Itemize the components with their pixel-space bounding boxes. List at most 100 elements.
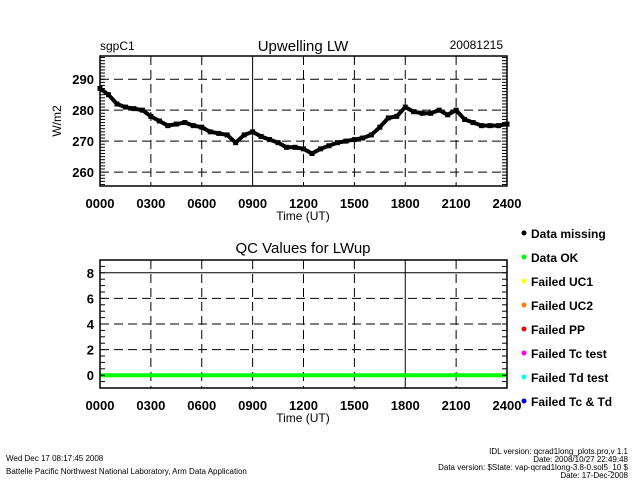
- data-point: [139, 107, 145, 113]
- data-point: [233, 140, 239, 146]
- data-point: [402, 104, 408, 110]
- top-plot-frame: [99, 55, 508, 187]
- data-point: [284, 144, 290, 150]
- x-tick-label: 0300: [136, 196, 165, 211]
- legend-marker: [521, 326, 527, 332]
- x-tick-label: 0000: [86, 398, 115, 413]
- y-tick-label: 260: [72, 165, 94, 180]
- data-point: [165, 123, 171, 129]
- data-point: [470, 120, 476, 126]
- legend-label: Data missing: [531, 227, 606, 241]
- data-point: [436, 107, 442, 113]
- y-tick-label: 270: [72, 134, 94, 149]
- bottom-plot: QC Values for LWup Time (UT) 0000 0300 060…: [86, 240, 522, 425]
- x-tick-label: 2400: [493, 196, 522, 211]
- x-tick-label: 1500: [340, 398, 369, 413]
- x-tick-label: 0600: [187, 398, 216, 413]
- data-point: [496, 123, 502, 129]
- data-point: [173, 121, 179, 127]
- footer-idl-date: Date: 2008/10/27 22:49:48: [533, 455, 628, 464]
- x-tick-label: 2400: [493, 398, 522, 413]
- x-tick-label: 0300: [136, 398, 165, 413]
- data-point: [445, 112, 451, 118]
- data-point: [309, 151, 315, 156]
- y-tick-label: 2: [87, 343, 94, 358]
- footer-data-date: Date: 17-Dec-2008: [560, 471, 628, 480]
- data-point: [411, 109, 417, 115]
- x-tick-label: 2100: [442, 196, 471, 211]
- data-point: [190, 123, 196, 129]
- legend-marker: [521, 254, 527, 260]
- data-point: [114, 101, 120, 107]
- x-tick-label: 1800: [391, 398, 420, 413]
- data-point: [131, 106, 137, 112]
- x-tick-label: 0600: [187, 196, 216, 211]
- data-point: [419, 110, 425, 116]
- data-point: [292, 144, 298, 150]
- bottom-x-axis-label: Time (UT): [276, 411, 330, 425]
- footer-timestamp: Wed Dec 17 08:17:45 2008: [6, 454, 104, 463]
- legend-marker: [521, 398, 527, 404]
- y-tick-label: 4: [87, 317, 95, 332]
- legend-marker: [521, 302, 527, 308]
- legend-marker: [521, 350, 527, 356]
- data-point: [301, 146, 306, 152]
- data-point: [377, 124, 383, 130]
- data-point: [207, 129, 213, 135]
- data-point: [258, 133, 264, 139]
- data-point: [241, 132, 247, 138]
- data-point: [334, 140, 340, 146]
- legend-label: Failed Tc test: [531, 347, 607, 361]
- data-point: [156, 118, 162, 124]
- data-point: [428, 110, 434, 116]
- data-point: [453, 107, 459, 113]
- data-point: [360, 135, 366, 141]
- data-point: [148, 113, 154, 119]
- y-tick-label: 6: [87, 291, 94, 306]
- x-tick-label: 0000: [86, 196, 115, 211]
- footer-data-version: Data version: $State: vap-qcrad1long-3.8…: [438, 463, 628, 472]
- legend-label: Data OK: [531, 251, 579, 265]
- legend: Data missing Data OK Failed UC1 Failed UC2 F…: [521, 227, 612, 409]
- legend-marker: [521, 230, 527, 236]
- data-point: [224, 132, 230, 138]
- y-tick-label: 280: [72, 103, 94, 118]
- data-point: [487, 123, 493, 129]
- bottom-chart-title: QC Values for LWup: [235, 240, 370, 257]
- data-point: [317, 146, 323, 152]
- data-point: [122, 104, 128, 110]
- data-point: [182, 120, 188, 126]
- data-point: [275, 140, 281, 146]
- data-point: [326, 143, 332, 149]
- x-tick-label: 0900: [238, 398, 267, 413]
- data-point: [479, 123, 485, 129]
- legend-label: Failed UC2: [531, 299, 593, 313]
- x-tick-label: 0900: [238, 196, 267, 211]
- data-point: [105, 92, 111, 98]
- data-point: [216, 130, 222, 136]
- legend-marker: [521, 278, 527, 284]
- data-point: [250, 129, 256, 135]
- top-chart-title: Upwelling LW: [258, 38, 349, 55]
- data-point: [385, 115, 391, 121]
- data-point: [394, 113, 400, 119]
- footer-idl-version: IDL version: qcrad1long_plots.pro,v 1.1: [489, 447, 628, 456]
- x-tick-label: 1200: [289, 196, 318, 211]
- y-tick-label: 8: [87, 266, 94, 281]
- legend-marker: [521, 374, 527, 380]
- data-point: [199, 124, 205, 130]
- data-point: [351, 137, 357, 143]
- footer-organization: Battelle Pacific Northwest National Labo…: [6, 467, 247, 476]
- data-point: [462, 116, 468, 122]
- site-label: sgpC1: [100, 39, 135, 53]
- bottom-plot-frame: [99, 259, 508, 389]
- legend-label: Failed UC1: [531, 275, 593, 289]
- data-point: [368, 132, 374, 138]
- data-point: [267, 137, 273, 143]
- date-label: 20081215: [450, 38, 504, 52]
- legend-label: Failed Td test: [531, 371, 608, 385]
- top-plot: sgpC1 Upwelling LW 20081215 W/m2 Time (U…: [50, 38, 521, 223]
- x-tick-label: 1200: [289, 398, 318, 413]
- top-y-axis-label: W/m2: [50, 105, 64, 137]
- x-tick-label: 1500: [340, 196, 369, 211]
